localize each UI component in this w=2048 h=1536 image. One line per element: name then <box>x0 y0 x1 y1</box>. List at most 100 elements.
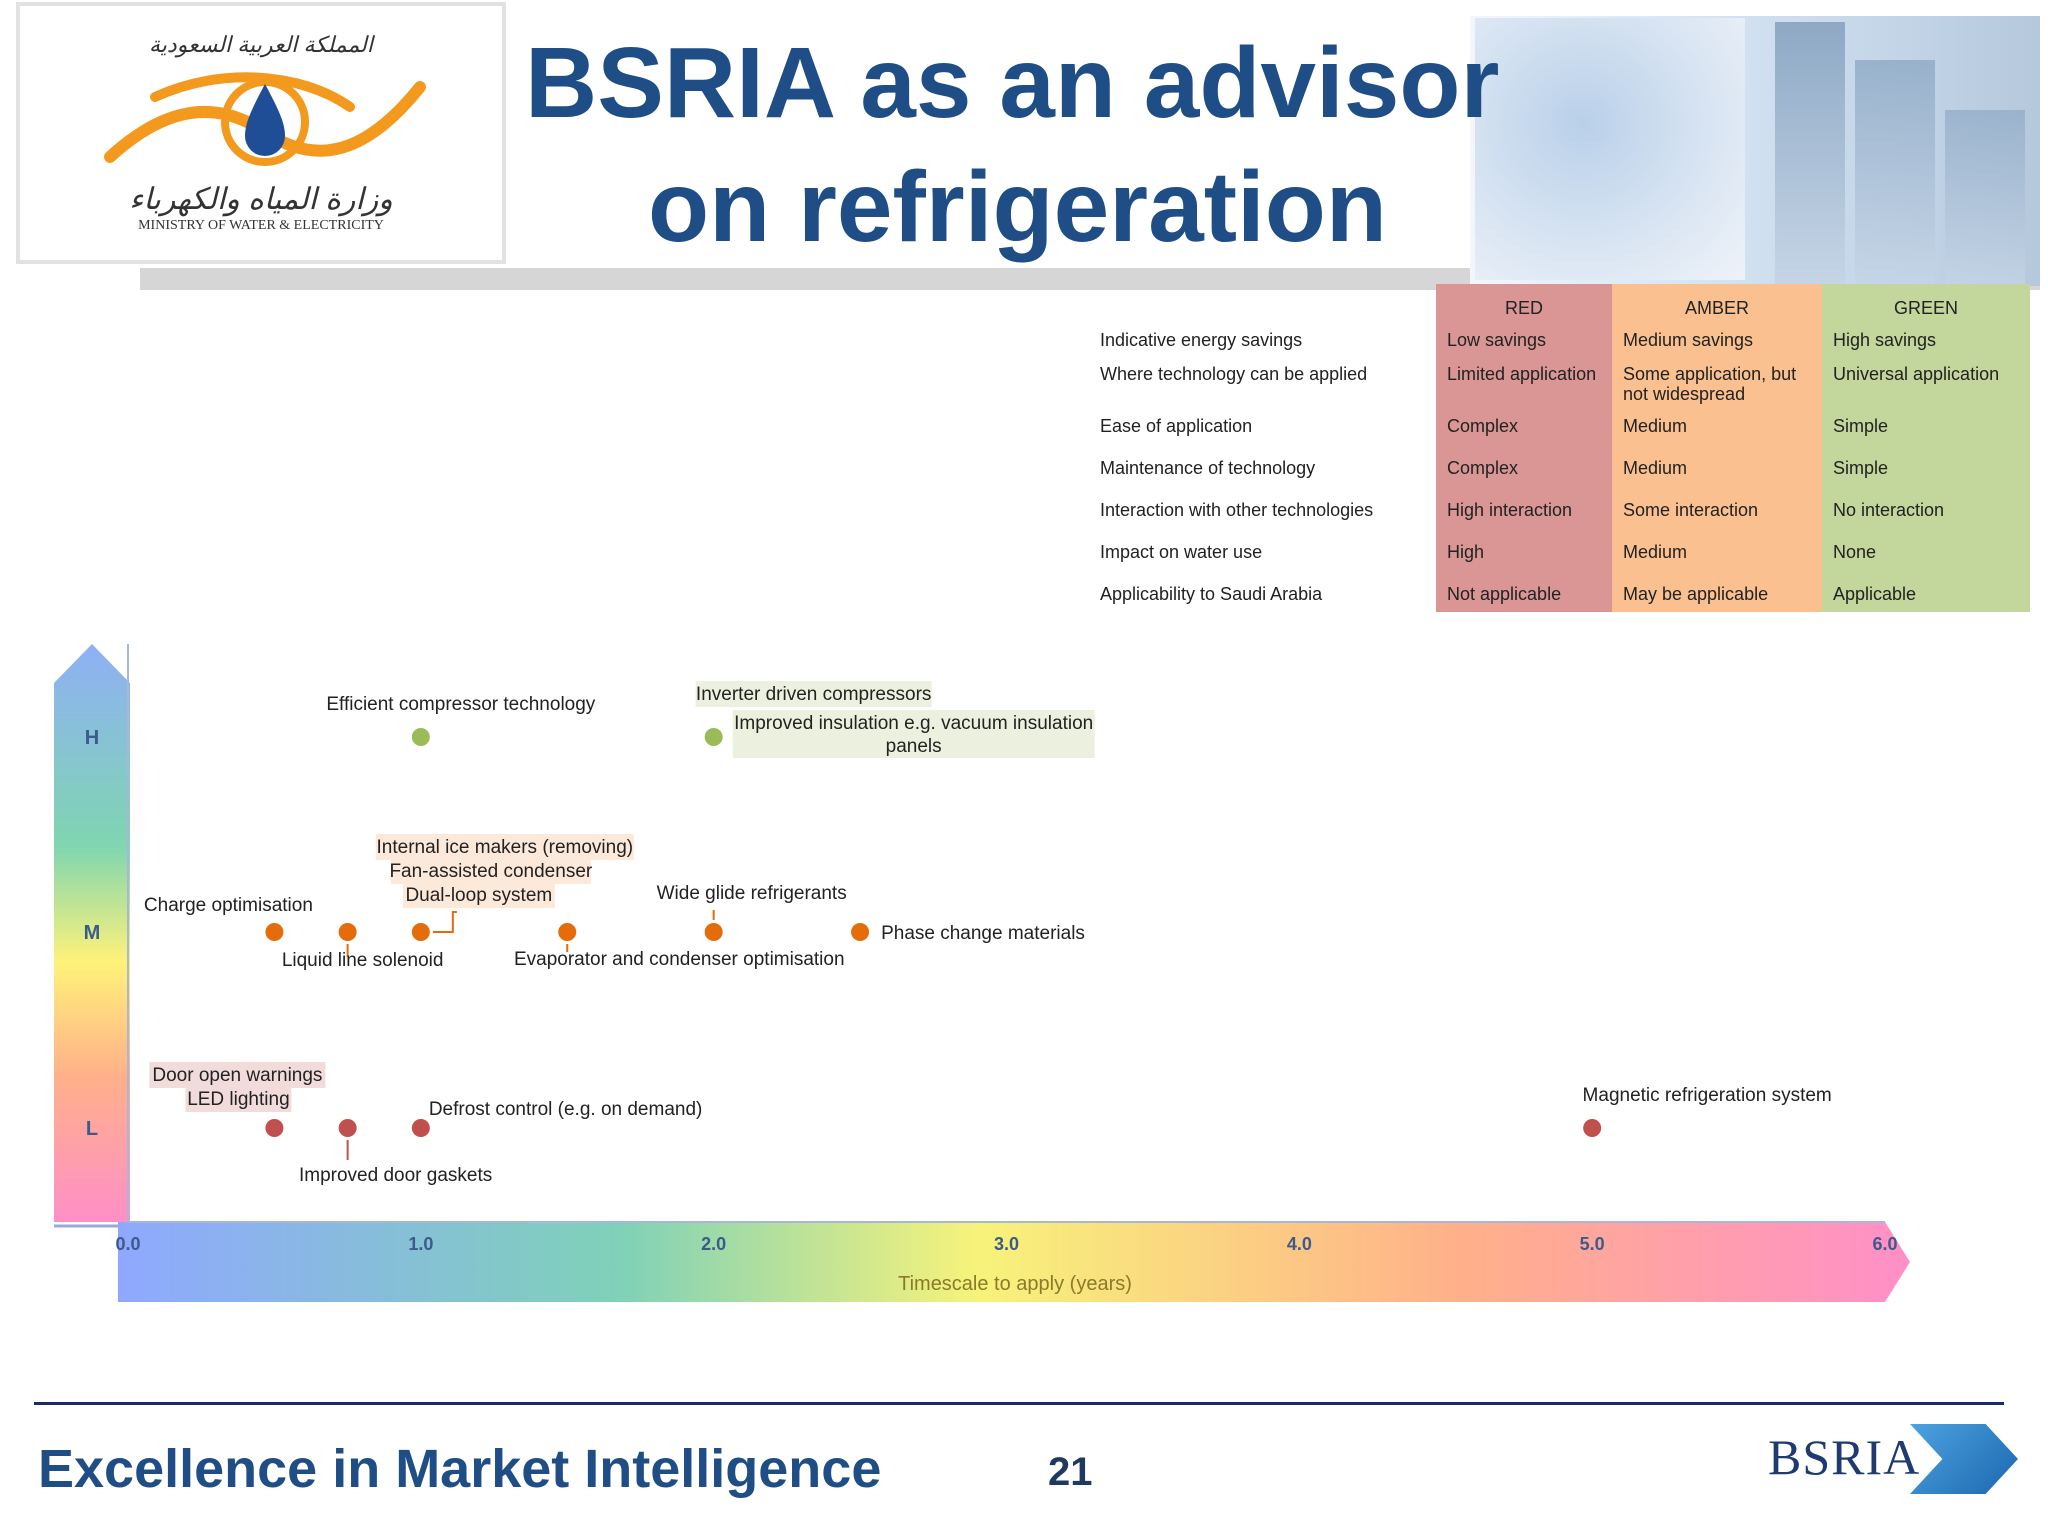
annotation-highlight-box <box>732 710 1095 758</box>
annotation-label: Efficient compressor technology <box>326 694 595 715</box>
data-point <box>411 1119 430 1137</box>
legend-row-label: Applicability to Saudi Arabia <box>1100 584 1323 604</box>
world-map-image <box>1475 18 1745 280</box>
page-title-line1: BSRIA as an advisor <box>525 27 1500 139</box>
legend-cell-red: Complex <box>1447 458 1519 478</box>
data-point <box>851 923 870 941</box>
logo-english-text: MINISTRY OF WATER & ELECTRICITY <box>138 218 384 233</box>
annotation-label: Magnetic refrigeration system <box>1583 1085 1832 1106</box>
legend-cell-green: Applicable <box>1833 584 1917 604</box>
data-point <box>1583 1119 1602 1137</box>
y-axis-levels: L M H <box>84 727 101 1140</box>
annotation-label: Dual-loop system <box>405 885 552 906</box>
chart-annotations: Efficient compressor technology Inverter … <box>144 681 1832 1186</box>
legend-cell-red: Not applicable <box>1447 584 1562 604</box>
legend-row-label: Interaction with other technologies <box>1100 500 1374 520</box>
legend-cell-amber: Medium <box>1623 416 1688 436</box>
y-level-label: L <box>86 1118 98 1140</box>
legend-cell-green: No interaction <box>1833 500 1945 520</box>
legend-row-label: Impact on water use <box>1100 542 1263 562</box>
annotation-leader-line <box>432 911 457 933</box>
annotation-label: Inverter driven compressors <box>696 684 931 705</box>
x-tick-label: 3.0 <box>994 1234 1019 1254</box>
ministry-logo: المملكة العربية السعودية وزارة المياه وا… <box>16 2 506 264</box>
x-axis-title: Timescale to apply (years) <box>898 1273 1132 1295</box>
x-tick-label: 5.0 <box>1580 1234 1605 1254</box>
legend-cell-green: Universal application <box>1833 364 2000 384</box>
x-tick-label: 2.0 <box>701 1234 726 1254</box>
bsria-swoosh-icon <box>1910 1424 2018 1494</box>
annotation-label: panels <box>886 736 942 757</box>
annotation-highlight-box <box>390 858 591 884</box>
legend-column-green <box>1822 284 2030 612</box>
legend-table: RED AMBER GREEN Indicative energy saving… <box>1100 284 2030 612</box>
annotation-label: Defrost control (e.g. on demand) <box>429 1099 703 1120</box>
building-image <box>1775 22 1845 284</box>
annotation-highlight-box <box>375 834 634 860</box>
page-number: 21 <box>1048 1450 1093 1494</box>
legend-header-red: RED <box>1504 298 1543 318</box>
legend-cell-red: Low savings <box>1447 330 1547 350</box>
legend-header-amber: AMBER <box>1684 298 1749 318</box>
annotation-highlight-box <box>185 1086 292 1112</box>
data-point <box>704 728 723 746</box>
technology-timescale-chart: 0.0 1.0 2.0 3.0 4.0 5.0 6.0 L M H Timescale to a… <box>54 644 1910 1302</box>
chart-points <box>265 728 1602 1137</box>
legend-cell-red: High interaction <box>1447 500 1573 520</box>
logo-arabic-bottom: وزارة المياه والكهرباء <box>129 183 393 216</box>
legend-column-red <box>1436 284 1612 612</box>
legend-cell-amber: May be applicable <box>1623 584 1769 604</box>
legend-cell-red: Complex <box>1447 416 1519 436</box>
x-tick-label: 6.0 <box>1872 1234 1897 1254</box>
annotation-label: Internal ice makers (removing) <box>377 837 634 858</box>
legend-cell-green: None <box>1833 542 1877 562</box>
legend-cell-amber: Medium savings <box>1623 330 1754 350</box>
legend-cell-red: Limited application <box>1447 364 1597 384</box>
x-tick-label: 0.0 <box>115 1234 140 1254</box>
annotation-label: Phase change materials <box>881 923 1085 944</box>
data-point <box>338 923 357 941</box>
x-axis-ticks: 0.0 1.0 2.0 3.0 4.0 5.0 6.0 <box>115 1234 1897 1254</box>
annotation-label: LED lighting <box>187 1089 289 1110</box>
annotation-highlight-box <box>149 1062 326 1088</box>
annotation-label: Improved insulation e.g. vacuum insulati… <box>734 713 1093 734</box>
y-level-label: M <box>84 922 101 944</box>
bsria-logo-text: BSRIA <box>1768 1429 1921 1485</box>
data-point <box>265 1119 284 1137</box>
annotation-highlight-box <box>695 681 932 707</box>
footer-divider <box>34 1402 2004 1405</box>
data-point <box>704 923 723 941</box>
legend-row-label: Where technology can be applied <box>1100 364 1368 384</box>
legend-cell-amber: Medium <box>1623 542 1688 562</box>
data-point <box>338 1119 357 1137</box>
annotation-label: Charge optimisation <box>144 895 313 916</box>
building-image <box>1945 110 2025 284</box>
legend-row-label: Ease of application <box>1100 416 1253 436</box>
legend-row-label: Maintenance of technology <box>1100 458 1316 478</box>
data-point <box>411 923 430 941</box>
legend-cell-green: Simple <box>1833 416 1889 436</box>
legend-cell-amber: Some interaction <box>1623 500 1759 520</box>
legend-header-green: GREEN <box>1893 298 1958 318</box>
data-point <box>265 923 284 941</box>
legend-cell-red: High <box>1447 542 1485 562</box>
annotation-label: Wide glide refrigerants <box>657 883 847 904</box>
x-tick-label: 1.0 <box>408 1234 433 1254</box>
data-point <box>558 923 577 941</box>
y-level-label: H <box>85 727 99 749</box>
legend-cell-amber: Some application, but not widespread <box>1623 364 1797 404</box>
x-tick-label: 4.0 <box>1287 1234 1312 1254</box>
legend-cell-green: High savings <box>1833 330 1937 350</box>
annotation-label: Fan-assisted condenser <box>389 861 592 882</box>
annotation-label: Liquid line solenoid <box>282 950 444 971</box>
annotation-highlight-box <box>402 882 555 908</box>
y-axis-arrow <box>54 644 130 1222</box>
legend-cell-amber: Medium <box>1623 458 1688 478</box>
annotation-label: Improved door gaskets <box>299 1165 492 1186</box>
data-point <box>411 728 430 746</box>
page-title-line2: on refrigeration <box>648 151 1387 263</box>
footer-slogan: Excellence in Market Intelligence <box>38 1439 882 1499</box>
annotation-label: Door open warnings <box>152 1065 322 1086</box>
legend-column-amber <box>1612 284 1822 612</box>
logo-arabic-top: المملكة العربية السعودية <box>149 32 373 57</box>
